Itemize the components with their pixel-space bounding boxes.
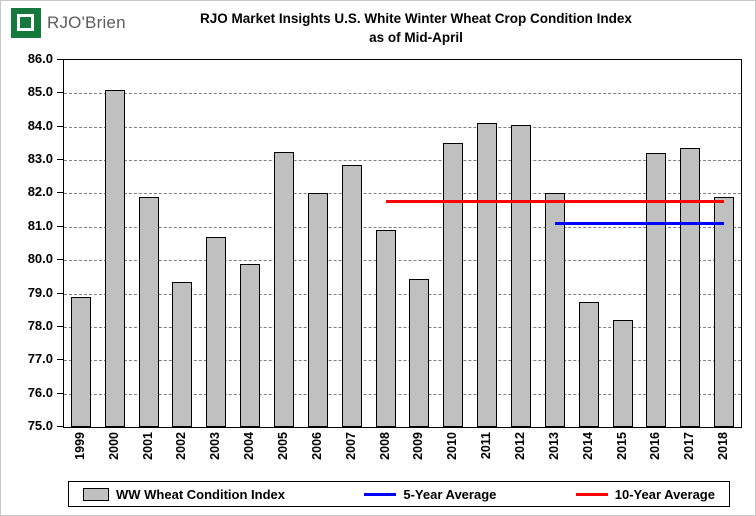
x-tick-label-2012: 2012 xyxy=(512,432,527,460)
x-tick-label-1999: 1999 xyxy=(72,432,87,460)
rjobrien-logo: RJO'Brien xyxy=(11,8,126,38)
bar-2007 xyxy=(341,165,362,427)
bar-2005 xyxy=(274,151,295,427)
y-tick-mark-84.0 xyxy=(57,125,63,127)
y-tick-label-85.0: 85.0 xyxy=(27,84,53,100)
bar-2014 xyxy=(578,301,599,427)
x-tick-label-2007: 2007 xyxy=(343,432,358,460)
bar-2013 xyxy=(544,193,565,427)
legend-item-condition-index: WW Wheat Condition Index xyxy=(83,487,285,502)
rjobrien-logo-text: RJO'Brien xyxy=(47,13,126,32)
bar-2006 xyxy=(307,193,328,427)
x-tick-label-2009: 2009 xyxy=(411,432,426,460)
x-tick-label-2003: 2003 xyxy=(208,432,223,460)
bar-2002 xyxy=(172,281,193,427)
y-tick-mark-76.0 xyxy=(57,392,63,394)
line-swatch-5yr-icon xyxy=(364,492,397,496)
y-tick-mark-83.0 xyxy=(57,159,63,161)
bar-2011 xyxy=(477,123,498,427)
bar-2015 xyxy=(612,320,633,427)
gridline-83.0 xyxy=(64,160,741,162)
gridline-82.0 xyxy=(64,193,741,195)
x-tick-label-2011: 2011 xyxy=(479,432,494,460)
legend-item-10-year-average: 10-Year Average xyxy=(575,486,715,502)
y-tick-mark-86.0 xyxy=(57,59,63,60)
bar-2009 xyxy=(409,278,430,427)
x-tick-label-2015: 2015 xyxy=(614,432,629,460)
chart-title-line2: as of Mid-April xyxy=(369,30,463,45)
chart-title: RJO Market Insights U.S. White Winter Wh… xyxy=(81,9,751,47)
legend-label-5-year-average: 5-Year Average xyxy=(403,486,497,502)
gridline-78.0 xyxy=(64,326,741,328)
y-tick-label-84.0: 84.0 xyxy=(27,117,53,133)
y-tick-label-75.0: 75.0 xyxy=(27,418,53,433)
bar-2016 xyxy=(646,153,667,427)
x-tick-label-2013: 2013 xyxy=(546,432,561,460)
y-tick-label-78.0: 78.0 xyxy=(27,317,53,333)
y-tick-mark-79.0 xyxy=(57,292,63,294)
10-year-average-line xyxy=(385,200,725,204)
bar-2008 xyxy=(375,230,396,427)
gridline-85.0 xyxy=(64,93,741,95)
rjobrien-logo-icon xyxy=(11,8,41,38)
bar-2018 xyxy=(714,196,735,427)
bar-1999 xyxy=(70,296,91,427)
gridline-80.0 xyxy=(64,260,741,262)
y-tick-label-83.0: 83.0 xyxy=(27,151,53,167)
legend-label-10-year-average: 10-Year Average xyxy=(614,486,715,502)
y-tick-mark-77.0 xyxy=(57,359,63,361)
y-tick-mark-81.0 xyxy=(57,225,63,227)
plot-area xyxy=(63,59,742,428)
y-tick-label-82.0: 82.0 xyxy=(27,184,53,200)
y-tick-mark-85.0 xyxy=(57,92,63,94)
y-tick-label-80.0: 80.0 xyxy=(27,251,53,267)
y-tick-mark-80.0 xyxy=(57,259,63,261)
y-tick-label-77.0: 77.0 xyxy=(27,351,53,367)
gridline-79.0 xyxy=(64,293,741,295)
x-tick-label-2005: 2005 xyxy=(276,432,291,460)
bar-2010 xyxy=(443,143,464,427)
chart-title-line1: RJO Market Insights U.S. White Winter Wh… xyxy=(200,11,632,26)
bar-2003 xyxy=(206,236,227,427)
y-tick-label-79.0: 79.0 xyxy=(27,284,53,300)
y-tick-mark-78.0 xyxy=(57,325,63,327)
y-tick-mark-82.0 xyxy=(57,192,63,194)
5-year-average-line xyxy=(554,221,725,225)
bar-swatch-icon xyxy=(83,487,109,501)
bar-2017 xyxy=(680,148,701,427)
gridline-81.0 xyxy=(64,226,741,228)
x-tick-label-2004: 2004 xyxy=(242,432,257,460)
line-swatch-10yr-icon xyxy=(575,492,608,496)
x-tick-label-2002: 2002 xyxy=(174,432,189,460)
x-tick-label-2014: 2014 xyxy=(580,432,595,460)
y-tick-label-86.0: 86.0 xyxy=(27,51,53,66)
y-tick-label-76.0: 76.0 xyxy=(27,384,53,400)
x-tick-label-2001: 2001 xyxy=(140,432,155,460)
x-tick-label-2017: 2017 xyxy=(682,432,697,460)
legend-item-5-year-average: 5-Year Average xyxy=(364,487,496,502)
gridline-77.0 xyxy=(64,360,741,362)
x-tick-label-2010: 2010 xyxy=(445,432,460,460)
legend-label-condition-index: WW Wheat Condition Index xyxy=(116,486,285,502)
bar-2000 xyxy=(104,90,125,427)
x-tick-label-2006: 2006 xyxy=(309,432,324,460)
legend: WW Wheat Condition Index 5-Year Average … xyxy=(68,481,730,507)
y-tick-label-81.0: 81.0 xyxy=(27,217,53,233)
x-tick-label-2000: 2000 xyxy=(106,432,121,460)
bar-2004 xyxy=(240,263,261,427)
x-tick-label-2018: 2018 xyxy=(716,432,731,460)
x-tick-label-2008: 2008 xyxy=(377,432,392,460)
gridline-76.0 xyxy=(64,393,741,395)
bar-2012 xyxy=(510,125,531,427)
x-tick-label-2016: 2016 xyxy=(648,432,663,460)
bar-2001 xyxy=(138,196,159,427)
y-tick-mark-75.0 xyxy=(57,426,63,427)
gridline-84.0 xyxy=(64,126,741,128)
